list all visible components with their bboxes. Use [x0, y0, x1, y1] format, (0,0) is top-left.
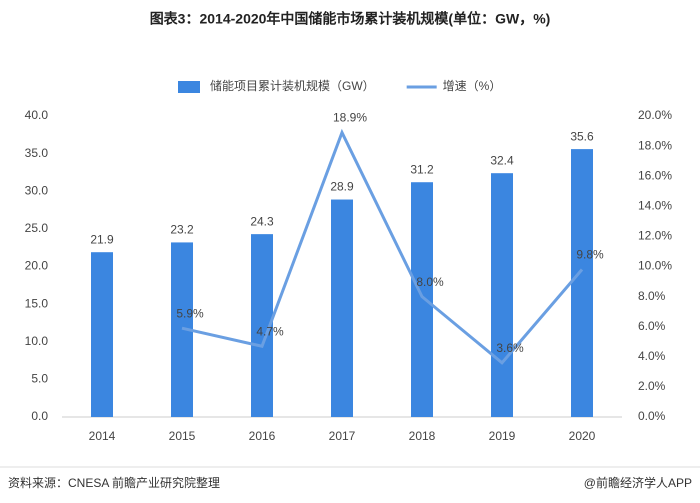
y-tick-label: 30.0 [25, 183, 49, 197]
y2-tick-label: 8.0% [638, 289, 666, 303]
bar-value-label: 28.9 [330, 180, 354, 194]
line-value-label: 4.7% [256, 324, 284, 338]
line-value-label: 18.9% [333, 111, 367, 125]
chart-title: 图表3：2014-2020年中国储能市场累计装机规模(单位：GW，%) [150, 11, 551, 27]
y-tick-label: 5.0 [31, 372, 48, 386]
y-tick-label: 0.0 [31, 409, 48, 423]
bar [411, 182, 433, 417]
bar [251, 234, 273, 417]
bar-value-label: 24.3 [250, 214, 274, 228]
source-note: 资料来源：CNESA 前瞻产业研究院整理 [8, 475, 220, 490]
y2-tick-label: 20.0% [638, 108, 672, 122]
y-tick-label: 40.0 [25, 108, 49, 122]
bar [331, 199, 353, 417]
legend-swatch [178, 81, 200, 93]
legend-label: 增速（%） [443, 79, 502, 93]
growth-line [181, 128, 584, 365]
bar [491, 173, 513, 417]
bar [571, 149, 593, 418]
legend-label: 储能项目累计装机规模（GW） [210, 78, 375, 93]
line-value-label: 5.9% [176, 306, 204, 320]
x-tick-label: 2019 [489, 429, 516, 443]
line-value-label: 9.8% [576, 248, 604, 262]
line-value-label: 3.6% [496, 341, 524, 355]
y-tick-label: 25.0 [25, 221, 49, 235]
y-tick-label: 20.0 [25, 259, 49, 273]
bar-value-label: 32.4 [490, 153, 514, 167]
y-tick-label: 35.0 [25, 146, 49, 160]
bar-value-label: 23.2 [170, 223, 194, 237]
x-tick-label: 2020 [569, 429, 596, 443]
x-tick-label: 2017 [329, 429, 356, 443]
x-tick-label: 2014 [89, 429, 116, 443]
y2-tick-label: 12.0% [638, 229, 672, 243]
y2-tick-label: 2.0% [638, 379, 666, 393]
bar [91, 252, 113, 417]
y2-tick-label: 14.0% [638, 198, 672, 212]
bar-value-label: 35.6 [570, 129, 594, 143]
y2-tick-label: 6.0% [638, 319, 666, 333]
x-tick-label: 2016 [249, 429, 276, 443]
x-tick-label: 2018 [409, 429, 436, 443]
y2-tick-label: 18.0% [638, 138, 672, 152]
y2-tick-label: 0.0% [638, 409, 666, 423]
line-value-label: 8.0% [416, 275, 444, 289]
x-tick-label: 2015 [169, 429, 196, 443]
bar-value-label: 31.2 [410, 162, 434, 176]
y2-tick-label: 16.0% [638, 168, 672, 182]
y-tick-label: 10.0 [25, 334, 49, 348]
bar-value-label: 21.9 [90, 232, 114, 246]
y-tick-label: 15.0 [25, 296, 49, 310]
y2-tick-label: 10.0% [638, 259, 672, 273]
y2-tick-label: 4.0% [638, 349, 666, 363]
brand-note: @前瞻经济学人APP [584, 475, 692, 490]
